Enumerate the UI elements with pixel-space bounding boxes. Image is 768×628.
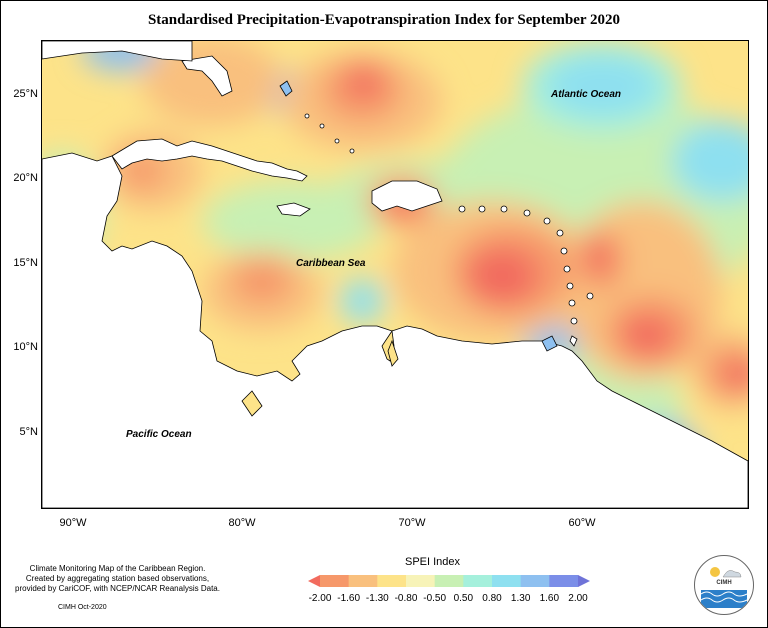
legend-tick-label: 2.00 xyxy=(568,593,588,604)
colorbar-segment xyxy=(377,575,407,587)
lat-label-25n: 25°N xyxy=(13,88,38,100)
lon-label-90w: 90°W xyxy=(59,517,87,529)
map-canvas xyxy=(42,41,748,508)
legend-tick-label: -1.30 xyxy=(365,593,389,604)
colorbar-segment xyxy=(320,575,350,587)
colorbar-segment xyxy=(348,575,378,587)
spei-map[interactable] xyxy=(41,40,749,509)
colorbar-arrow-left xyxy=(308,575,320,587)
legend-tick-label: 1.60 xyxy=(539,593,560,604)
land-masses xyxy=(42,41,748,508)
cloud-icon xyxy=(722,570,742,578)
credit-text: CIMH Oct-2020 xyxy=(58,604,107,611)
lat-label-20n: 20°N xyxy=(13,172,38,184)
caribbean-sea-label: Caribbean Sea xyxy=(296,258,366,269)
footnote-line-2: Created by aggregating station based obs… xyxy=(25,574,210,583)
colorbar-segment xyxy=(492,575,522,587)
lon-label-70w: 70°W xyxy=(398,517,426,529)
colorbar-segment xyxy=(406,575,436,587)
colorbar-segment xyxy=(549,575,579,587)
colorbar-arrow-right xyxy=(578,575,590,587)
logo-text: CIMH xyxy=(716,580,732,586)
legend-title: SPEI Index xyxy=(405,556,461,568)
lon-label-80w: 80°W xyxy=(228,517,256,529)
legend-tick-label: -1.60 xyxy=(337,593,361,604)
colorbar-segment xyxy=(520,575,550,587)
legend-tick-label: 0.80 xyxy=(482,593,502,604)
footnote-line-1: Climate Monitoring Map of the Caribbean … xyxy=(29,564,206,573)
legend-tick-label: -0.80 xyxy=(394,593,418,604)
map-title: Standardised Precipitation-Evapotranspir… xyxy=(147,12,621,28)
lat-label-5n: 5°N xyxy=(19,426,38,438)
legend-tick-label: -2.00 xyxy=(308,593,332,604)
colorbar-segment xyxy=(463,575,493,587)
footnote-line-3: provided by CariCOF, with NCEP/NCAR Rean… xyxy=(15,584,220,593)
legend-tick-label: -0.50 xyxy=(423,593,447,604)
legend-tick-label: 0.50 xyxy=(453,593,474,604)
island-chain xyxy=(304,113,594,325)
legend-tick-label: 1.30 xyxy=(510,593,531,604)
lat-label-10n: 10°N xyxy=(13,341,38,353)
sun-icon xyxy=(710,567,720,577)
cimh-logo: CIMH xyxy=(694,555,754,615)
colorbar-segment xyxy=(434,575,464,587)
legend-colorbar xyxy=(308,575,590,587)
atlantic-ocean-label: Atlantic Ocean xyxy=(551,89,622,100)
footnote: Climate Monitoring Map of the Caribbean … xyxy=(15,564,220,594)
lat-label-15n: 15°N xyxy=(13,257,38,269)
logo-emblem xyxy=(700,567,748,608)
pacific-ocean-label: Pacific Ocean xyxy=(126,429,192,440)
lon-label-60w: 60°W xyxy=(568,517,596,529)
